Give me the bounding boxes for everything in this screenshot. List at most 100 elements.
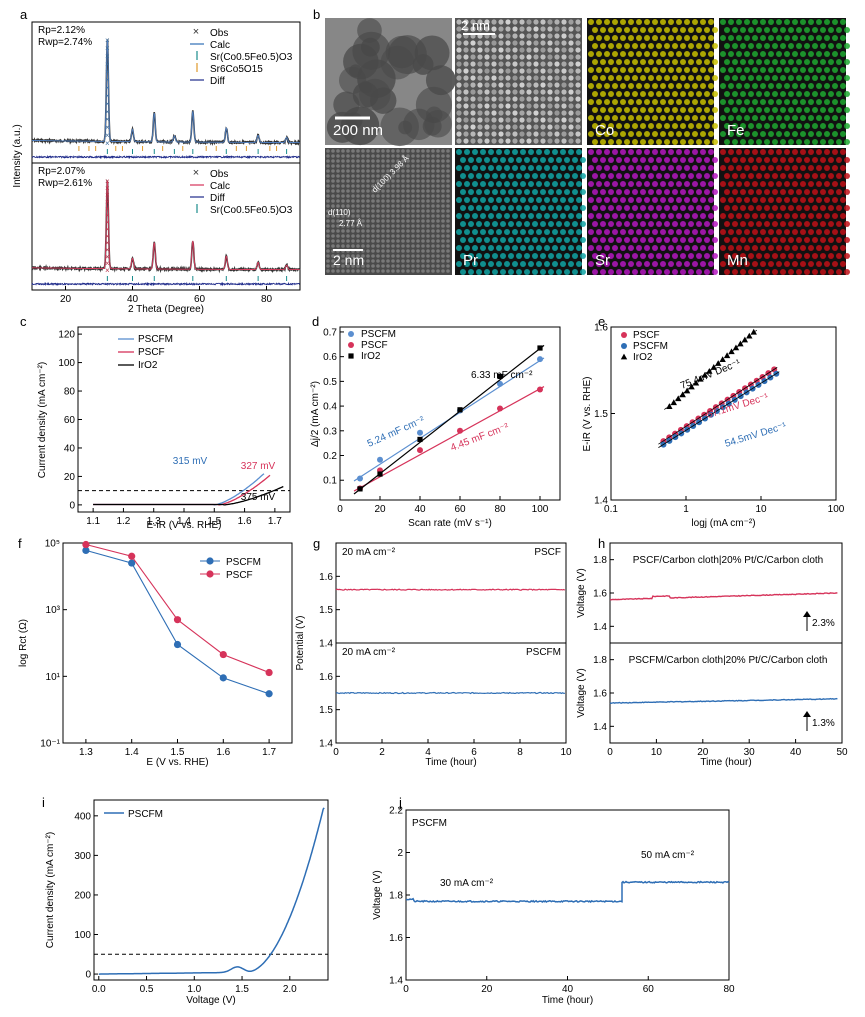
lattice-dot [532,269,538,275]
atom-column [477,61,483,67]
lattice-dot [508,221,514,227]
lattice-dot [840,181,846,187]
legend-label: Sr6Co5O15 [210,64,263,75]
lattice-dot [764,173,770,179]
atom-column [505,124,511,130]
atom-column [351,224,355,228]
lattice-dot [656,269,662,275]
atom-column [498,82,504,88]
atom-column [416,174,420,178]
lattice-dot [756,123,762,129]
lattice-dot [652,181,658,187]
lattice-dot [492,269,498,275]
x-tick-label: 50 [836,747,848,758]
lattice-dot [832,35,838,41]
lattice-dot [832,131,838,137]
lattice-dot [812,139,818,145]
lattice-dot [824,83,830,89]
lattice-dot [728,229,734,235]
lattice-dot [548,269,554,275]
lattice-dot [484,253,490,259]
series-line [609,697,838,705]
lattice-dot [528,181,534,187]
atom-column [396,154,400,158]
lattice-dot [800,99,806,105]
atom-column [505,103,511,109]
series-line-PSCF [335,588,566,591]
x-axis-label: 2 Theta (Degree) [128,304,204,315]
lattice-dot [616,107,622,113]
lattice-dot [808,131,814,137]
y-tick-label: 0.3 [323,426,337,437]
atom-column [436,259,440,263]
atom-column [533,40,539,46]
lattice-dot [768,35,774,41]
atom-column [326,224,330,228]
lattice-dot [756,27,762,33]
atom-column [406,159,410,163]
atom-column [386,199,390,203]
lattice-dot [468,173,474,179]
atom-column [426,229,430,233]
lattice-dot [524,189,530,195]
lattice-dot [732,221,738,227]
lattice-dot [620,83,626,89]
atom-column [411,234,415,238]
atom-column [470,89,476,95]
atom-column [381,184,385,188]
lattice-dot [556,173,562,179]
lattice-dot [660,19,666,25]
lattice-dot [596,115,602,121]
atom-column [381,174,385,178]
atom-column [336,214,340,218]
lattice-dot [752,35,758,41]
lattice-dot [620,115,626,121]
atom-column [371,259,375,263]
x-tick-label: 100 [532,504,549,515]
atom-column [561,89,567,95]
atom-column [336,174,340,178]
obs-marker: × [105,131,110,140]
atom-column [519,47,525,53]
lattice-dot [796,91,802,97]
lattice-dot [688,107,694,113]
atom-column [436,194,440,198]
atom-column [436,164,440,168]
atom-column [391,264,395,268]
y-axis-label: log Rct (Ω) [18,619,29,667]
lattice-dot [620,19,626,25]
atom-column [406,259,410,263]
atom-column [396,179,400,183]
y-tick-label: 1.5 [594,409,608,420]
atom-column [341,219,345,223]
atom-column [371,199,375,203]
y-axis-label: Δj/2 (mA cm⁻²) [310,381,321,447]
lattice-dot [644,229,650,235]
lattice-dot [496,229,502,235]
legend-label: Sr(Co0.5Fe0.5)O3 [210,52,293,63]
lattice-dot [692,83,698,89]
atom-column [436,269,440,273]
atom-column [470,138,476,144]
lattice-dot [536,229,542,235]
lattice-dot [628,149,634,155]
atom-column [396,184,400,188]
lattice-dot [680,205,686,211]
atom-column [356,154,360,158]
lattice-dot [708,165,714,171]
lattice-dot [668,149,674,155]
lattice-dot [684,115,690,121]
lattice-dot [588,131,594,137]
atom-column [426,254,430,258]
lattice-dot [824,181,830,187]
lattice-dot [824,99,830,105]
lattice-dot [596,51,602,57]
lattice-dot [760,99,766,105]
lattice-dot [788,43,794,49]
atom-column [421,269,425,273]
atom-column [484,47,490,53]
lattice-dot [632,91,638,97]
lattice-dot [604,213,610,219]
atom-column [371,249,375,253]
lattice-dot [612,67,618,73]
